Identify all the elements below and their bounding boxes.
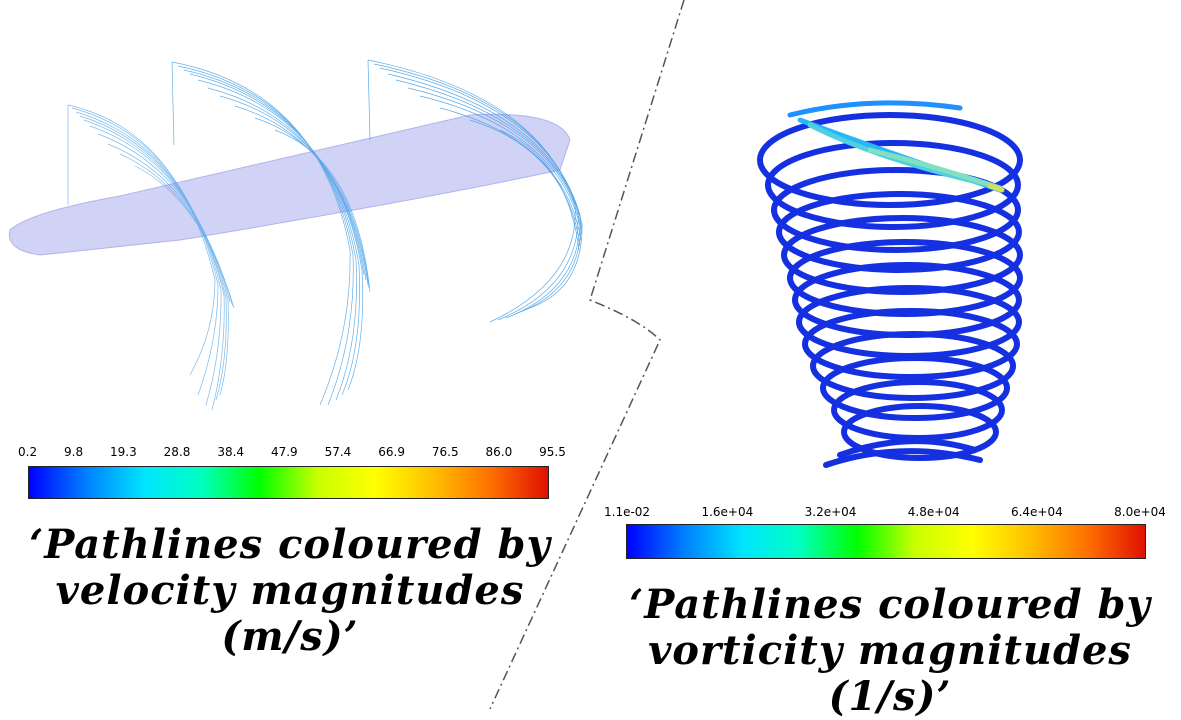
vortex-core-highlight [787,100,1005,193]
hull-body [8,113,571,256]
velocity-tick: 38.4 [217,445,245,459]
vorticity-tick: 1.1e-02 [604,505,651,519]
vorticity-tick: 1.6e+04 [701,505,754,519]
velocity-tick: 0.2 [18,445,38,459]
vorticity-tick: 4.8e+04 [907,505,960,519]
velocity-tick: 66.9 [378,445,405,459]
velocity-tick: 76.5 [431,445,459,459]
vorticity-tick: 6.4e+04 [1010,505,1063,519]
vorticity-colorbar [626,524,1146,559]
velocity-tick: 28.8 [163,445,191,459]
vorticity-tick: 3.2e+04 [804,505,857,519]
vorticity-pathline-coils [757,112,1023,468]
velocity-tick: 19.3 [110,445,137,459]
vorticity-caption-line2: vorticity magnitudes (1/s)’ [648,627,1132,720]
velocity-pathline-sheet-2 [171,61,371,406]
velocity-tick: 9.8 [64,445,84,459]
vorticity-colorbar-ticks: 1.1e-02 1.6e+04 3.2e+04 4.8e+04 6.4e+04 … [604,505,1166,519]
velocity-caption-line2: velocity magnitudes (m/s)’ [55,567,525,660]
velocity-colorbar-ticks: 0.2 9.8 19.3 28.8 38.4 47.9 57.4 66.9 76… [18,445,566,459]
vorticity-caption-line1: ‘Pathlines coloured by [629,581,1151,628]
velocity-pathline-sheet-1 [67,104,235,411]
panel-divider-line [489,0,685,709]
vorticity-tick: 8.0e+04 [1114,505,1166,519]
velocity-colorbar [28,466,549,499]
velocity-caption: ‘Pathlines coloured by velocity magnitud… [10,522,570,660]
velocity-caption-line1: ‘Pathlines coloured by [29,521,551,568]
velocity-pathline-sheet-3 [367,59,583,323]
velocity-tick: 86.0 [485,445,513,459]
vorticity-caption: ‘Pathlines coloured by vorticity magnitu… [600,582,1180,720]
velocity-tick: 57.4 [324,445,352,459]
velocity-tick: 95.5 [539,445,566,459]
velocity-tick: 47.9 [270,445,298,459]
